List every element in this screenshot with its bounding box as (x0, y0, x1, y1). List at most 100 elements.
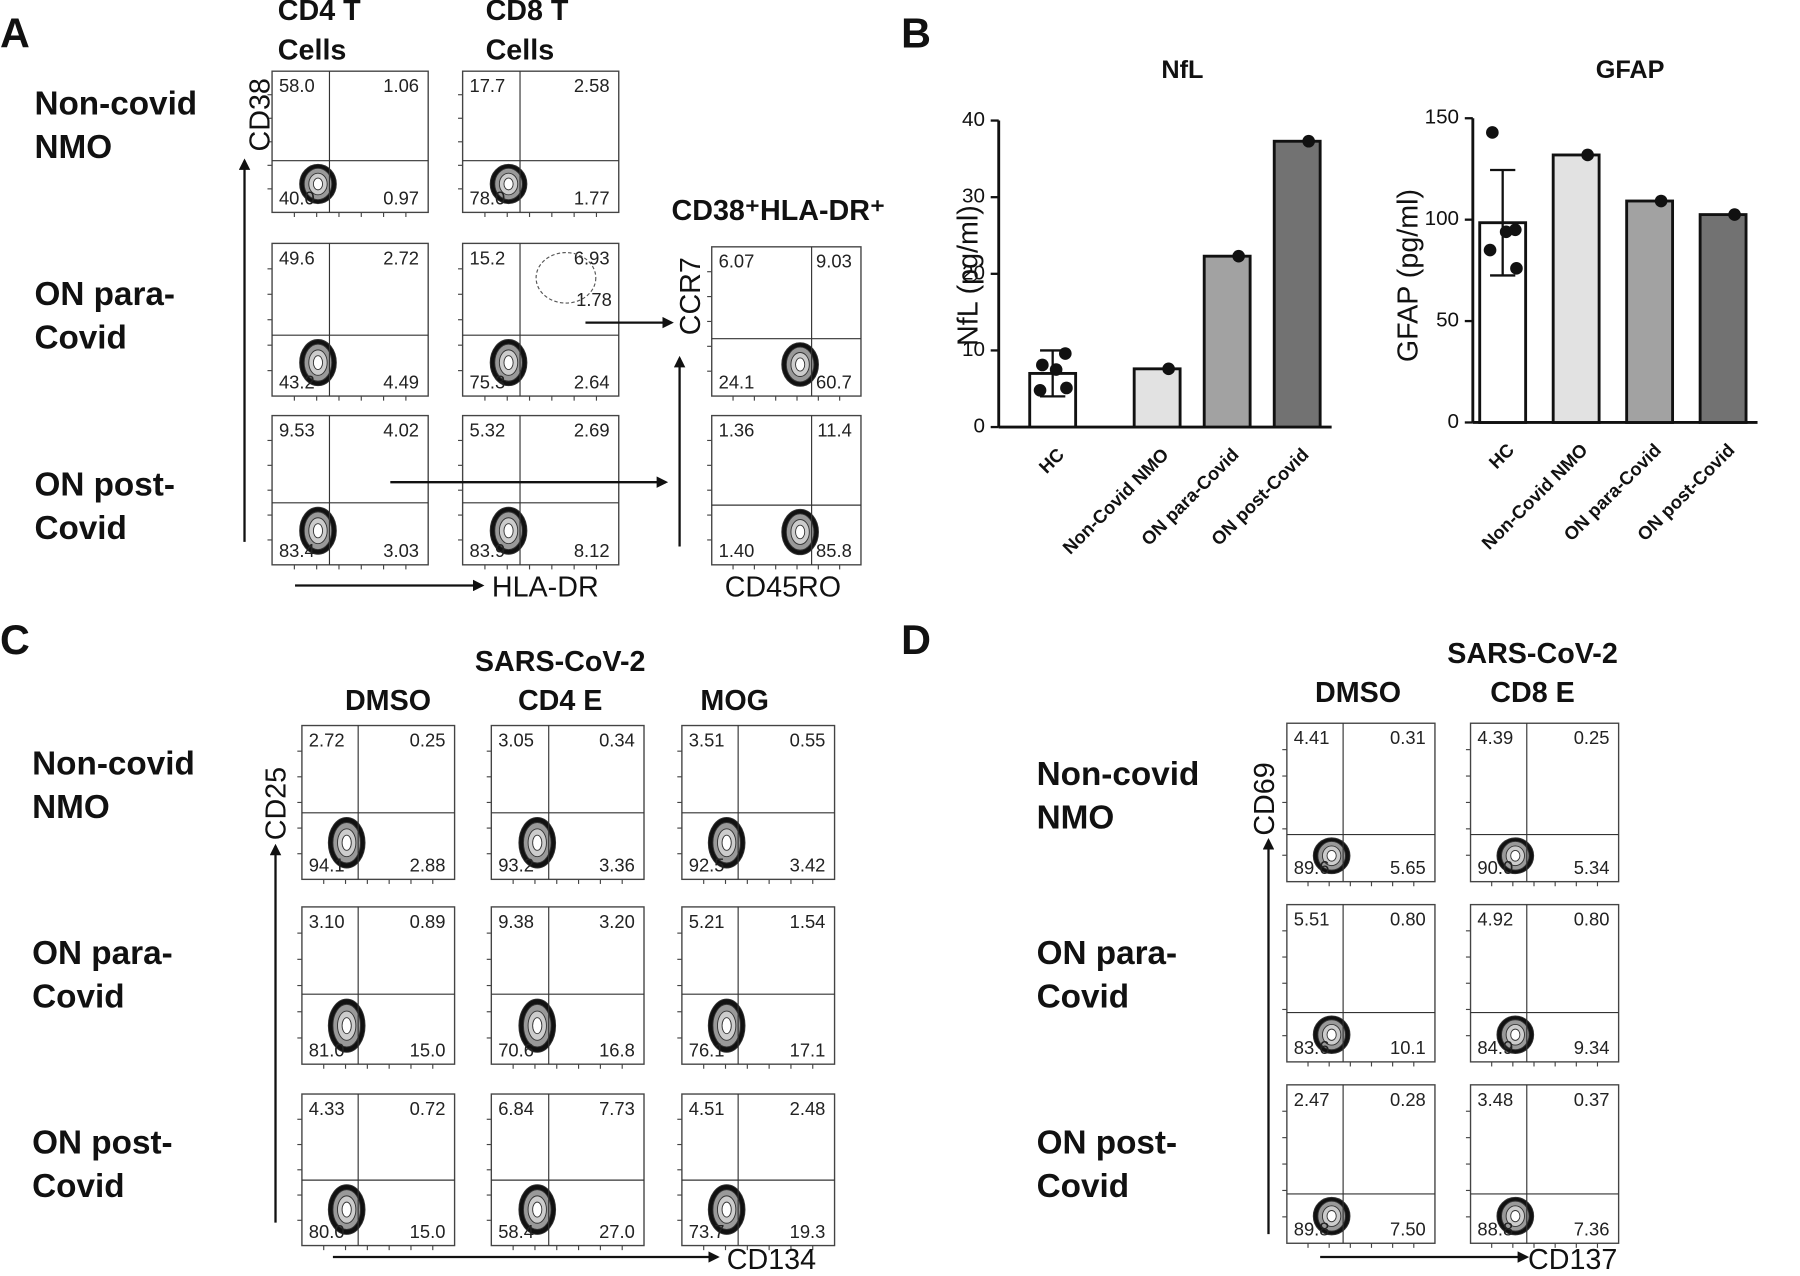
row-label: Non-covid (34, 85, 197, 122)
plot-frame (461, 242, 620, 397)
quadrant-value: 76.1 (689, 1039, 725, 1060)
plot-frame (1469, 722, 1620, 883)
quadrant-value: 2.69 (574, 419, 610, 440)
quadrant-value: 2.58 (574, 75, 610, 96)
quadrant-value: 49.6 (279, 247, 315, 268)
quadrant-value: 93.2 (498, 855, 534, 876)
chart-title: NfL (1161, 56, 1203, 84)
row-label: ON post- (34, 467, 175, 504)
quadrant-value: 81.0 (309, 1039, 345, 1060)
data-point (1654, 194, 1668, 208)
bar (1698, 213, 1748, 424)
quadrant-value: 70.6 (498, 1039, 534, 1060)
x-axis-label: HLA-DR (492, 572, 599, 604)
quadrant-value: 3.10 (309, 911, 345, 932)
column-header: DMSO (1315, 677, 1401, 709)
density-contour (1510, 1210, 1521, 1223)
column-header: DMSO (345, 685, 431, 717)
plot-frame (681, 724, 836, 881)
density-contour (795, 524, 806, 540)
quadrant-value: 3.20 (599, 911, 635, 932)
density-contour (721, 834, 732, 851)
quadrant-value: 5.51 (1294, 909, 1330, 930)
data-point (1049, 363, 1063, 376)
quadrant-value: 75.3 (470, 371, 506, 392)
column-header: CD4 T (278, 0, 361, 27)
data-point (1486, 126, 1499, 139)
quadrant-value: 58.0 (279, 75, 315, 96)
gate-value: 1.78 (576, 289, 612, 310)
quadrant-value: 19.3 (790, 1221, 826, 1242)
plot-frame (1286, 722, 1436, 883)
density-contour (312, 355, 324, 370)
row-label: ON para- (32, 935, 173, 972)
y-axis-label: CD69 (1249, 762, 1281, 835)
quadrant-value: 2.47 (1294, 1089, 1330, 1110)
quadrant-value: 92.5 (689, 855, 725, 876)
quadrant-value: 17.1 (790, 1039, 826, 1060)
quadrant-value: 4.39 (1477, 727, 1513, 748)
quadrant-value: 7.50 (1390, 1218, 1426, 1239)
quadrant-value: 4.41 (1294, 727, 1330, 748)
data-point (1036, 358, 1049, 372)
quadrant-value: 11.4 (817, 419, 851, 440)
column-header: CD8 T (486, 0, 569, 27)
y-tick-label: 20 (962, 261, 985, 284)
quadrant-value: 3.03 (383, 540, 419, 561)
panel-label: A (0, 11, 30, 57)
quadrant-value: 9.03 (816, 251, 852, 272)
quadrant-value: 0.72 (410, 1098, 446, 1119)
y-tick-label: 50 (1436, 309, 1459, 332)
quadrant-value: 0.31 (1390, 727, 1426, 748)
y-tick-label: 40 (962, 108, 985, 131)
quadrant-value: 4.49 (383, 371, 419, 392)
row-label: NMO (32, 789, 110, 826)
quadrant-value: 4.51 (689, 1098, 725, 1119)
subset-title: CD38⁺HLA-DR⁺ (672, 195, 886, 227)
quadrant-value: 4.02 (383, 419, 419, 440)
y-tick-label: 0 (1448, 410, 1460, 433)
gate (535, 251, 597, 304)
plot-frame (681, 1093, 836, 1247)
quadrant-value: 2.88 (410, 855, 446, 876)
plot-frame (271, 242, 429, 397)
density-contour (721, 1017, 732, 1035)
column-header: CD4 E (518, 685, 603, 717)
y-axis-label: CD38 (244, 78, 276, 151)
density-contour (312, 177, 324, 191)
y-axis-label: NfL (pg/ml) (953, 205, 985, 346)
quadrant-value: 58.4 (498, 1221, 534, 1242)
quadrant-value: 5.32 (470, 419, 506, 440)
density-contour (532, 834, 543, 851)
bar (1132, 367, 1182, 429)
plot-frame (301, 906, 456, 1065)
quadrant-value: 88.8 (1477, 1218, 1513, 1239)
plot-frame (490, 906, 645, 1065)
quadrant-value: 94.1 (309, 855, 345, 876)
quadrant-value: 80.0 (309, 1221, 345, 1242)
quadrant-value: 0.37 (1574, 1089, 1610, 1110)
quadrant-value: 85.8 (816, 540, 852, 561)
quadrant-value: 78.0 (470, 188, 506, 209)
quadrant-value: 1.36 (719, 419, 755, 440)
plot-frame (490, 1093, 645, 1247)
column-header: SARS-CoV-2 (1447, 638, 1618, 670)
bar (1202, 254, 1252, 429)
quadrant-value: 3.05 (498, 729, 534, 750)
panel-label: D (901, 617, 931, 663)
quadrant-value: 24.1 (719, 371, 755, 392)
y-axis-label: CD25 (260, 767, 292, 840)
y-axis-label: GFAP (pg/ml) (1392, 189, 1424, 362)
quadrant-value: 83.4 (279, 540, 315, 561)
data-point (1232, 249, 1245, 263)
quadrant-value: 84.9 (1477, 1037, 1513, 1058)
density-contour (341, 834, 352, 851)
quadrant-value: 0.25 (1574, 727, 1610, 748)
quadrant-value: 0.89 (410, 911, 446, 932)
quadrant-value: 0.25 (410, 729, 446, 750)
row-label: ON para- (1037, 935, 1178, 972)
quadrant-value: 7.36 (1574, 1218, 1610, 1239)
quadrant-value: 90.0 (1477, 857, 1513, 878)
density-contour (721, 1201, 732, 1218)
